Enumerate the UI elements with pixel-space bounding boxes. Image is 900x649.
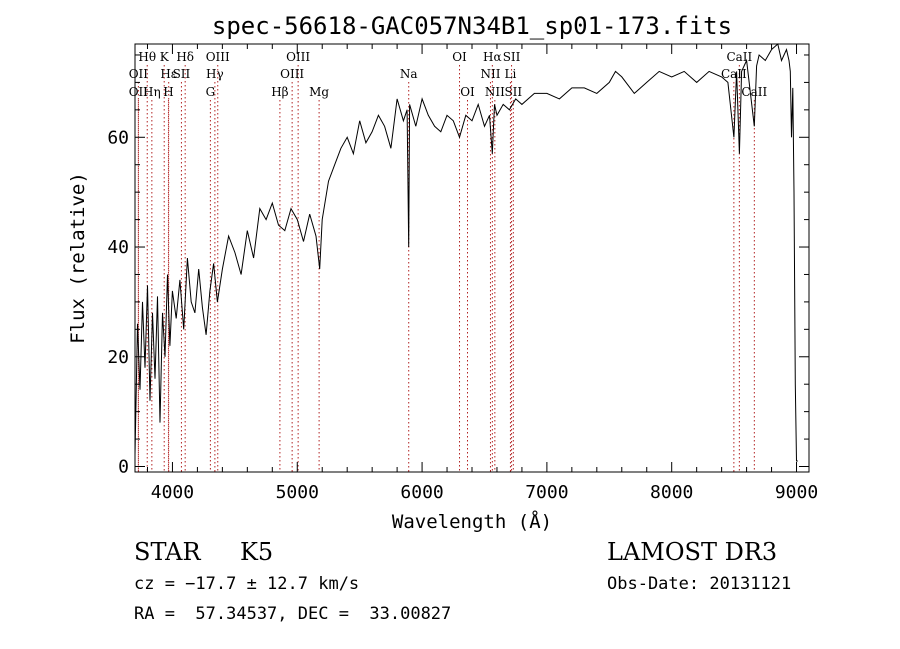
chart-title: spec-56618-GAC057N34B1_sp01-173.fits [212,12,732,40]
spectral-line-label: OI [460,85,475,99]
y-tick-label: 20 [107,347,129,368]
spectral-line-label: SII [504,85,522,99]
y-tick-label: 60 [107,127,129,148]
spectrum-line [134,43,798,462]
y-axis-label: Flux (relative) [67,172,89,344]
spectral-line-label: OII [129,67,149,81]
object-class: STAR [134,538,201,566]
spectral-line-label: Na [400,67,418,81]
spectral-line-label: OII [129,85,149,99]
spectral-line-label: Mg [309,85,329,99]
x-tick-label: 6000 [400,482,443,503]
spectral-line-label: OIII [206,50,230,64]
x-tick-label: 8000 [650,482,693,503]
x-tick-label: 7000 [525,482,568,503]
spectral-line-label: CaII [741,85,767,99]
spectral-line-label: SII [173,67,191,81]
x-tick-label: 4000 [151,482,194,503]
spectrum-series [134,43,798,462]
spectral-line-label: Hη [143,85,161,99]
x-axis-label: Wavelength (Å) [392,510,552,533]
spectral-line-label: Li [505,67,517,81]
spectral-line-label: OIII [286,50,310,64]
spectral-line-label: OI [452,50,467,64]
spectral-line-label: CaII [726,50,752,64]
axis-ticks: 4000 5000 6000 7000 8000 9000 0 20 40 60 [107,44,818,503]
spectral-line-label: K [160,50,170,64]
x-tick-label: 9000 [775,482,818,503]
spectral-line-label: Hδ [176,50,194,64]
spectral-line-label: NII [480,67,500,81]
spectral-line-label: H [163,85,173,99]
y-tick-label: 40 [107,237,129,258]
data-release: LAMOST DR3 [607,538,778,566]
spectral-line-label: Hβ [271,85,288,99]
spectral-line-label: SII [503,50,521,64]
spectral-line-label: G [206,85,216,99]
spectral-line-label: OIII [280,67,304,81]
spectral-line-label: NII [485,85,505,99]
redshift-velocity: cz = −17.7 ± 12.7 km/s [134,574,360,594]
spectral-line-label: Hθ [138,50,156,64]
spectral-line-label: CaII [721,67,747,81]
y-tick-label: 0 [118,457,129,478]
spectral-line-label: Hα [483,50,502,64]
x-tick-label: 5000 [276,482,319,503]
subclass: K5 [240,538,274,566]
coordinates: RA = 57.34537, DEC = 33.00827 [134,604,452,624]
observation-date: Obs-Date: 20131121 [607,574,792,594]
spectral-line-label: Hγ [206,67,224,81]
